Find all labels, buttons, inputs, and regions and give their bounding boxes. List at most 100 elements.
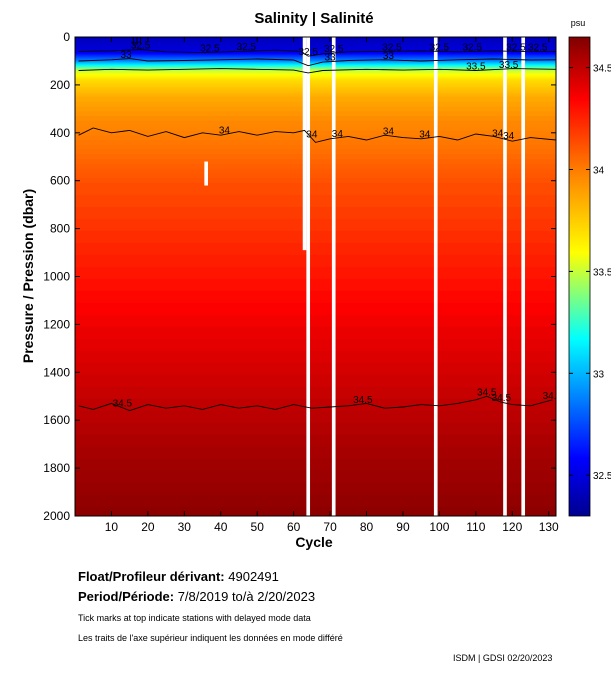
field-band [75,93,556,96]
contour-label-34: 34 [332,129,344,140]
field-band [75,338,556,352]
field-band [75,183,556,196]
contour-label-32.5: 32.5 [131,40,151,51]
contour-label-34.5: 34.5 [543,391,563,402]
colorbar-tick-label: 32.5 [593,471,611,482]
field-band [75,219,556,232]
field-band [75,90,556,93]
contour-label-33.5: 33.5 [499,60,519,71]
field-band [75,62,556,64]
x-tick-label: 130 [539,520,559,534]
missing-segment [302,37,307,251]
field-band [75,135,556,141]
contour-label-32.5: 32.5 [462,42,482,53]
contour-label-34: 34 [219,125,231,136]
contour-label-34: 34 [419,129,431,140]
field-band [75,195,556,208]
field-band [75,39,556,42]
field-band [75,111,556,117]
field-band [75,120,556,127]
field-band [75,66,556,69]
field-band [75,230,556,244]
field-band [75,362,556,376]
field-band [75,95,556,98]
contour-label-33: 33 [383,51,395,62]
field-band [75,125,556,132]
x-tick-label: 40 [214,520,228,534]
field-band [75,482,556,496]
field-band [75,254,556,268]
field-band [75,144,556,151]
period-start: 7/8/2019 [177,589,229,604]
missing-profile [503,37,507,516]
period-label: Period/Période: [78,589,175,604]
field-band [75,59,556,62]
field-band [75,168,556,175]
contour-label-33: 33 [325,53,337,64]
field-band [75,159,556,165]
field-band [75,470,556,484]
contour-label-32.5: 32.5 [528,42,548,53]
field-band [75,41,556,44]
y-tick-label: 800 [50,222,70,236]
contour-label-32.5: 32.5 [430,42,450,53]
field-band [75,87,556,90]
field-band [75,81,556,84]
field-band [75,446,556,460]
field-band [75,302,556,316]
x-tick-label: 80 [360,520,374,534]
field-band [75,52,556,55]
field-band [75,64,556,67]
field-band [75,75,556,78]
field-band [75,76,556,79]
field-band [75,350,556,364]
field-band [75,96,556,103]
y-axis-label: Pressure / Pression (dbar) [20,189,36,363]
credit: ISDM | GDSI 02/20/2023 [453,653,553,663]
field-band [75,242,556,256]
colorbar-axis: 32.5 33 33.5 34 34.5 [569,64,611,482]
field-band [75,54,556,57]
field-band [75,37,556,39]
field-band [75,45,556,48]
contour-line-32.5 [78,49,556,57]
field-band [75,458,556,472]
period-info: Period/Période: 7/8/2019 to/à 2/20/2023 [78,589,315,604]
delayed-mode-marks [132,37,142,45]
contour-label-32.5: 32.5 [298,47,318,58]
field-band [75,82,556,85]
field-band [75,60,556,63]
contour-label-33.5: 33.5 [466,62,486,73]
salinity-contours: 32.5 32.5 32.5 32.5 32.5 32.5 32.5 32.5 32.5 32.5… [78,40,563,412]
field-band [75,106,556,112]
y-tick-label: 200 [50,78,70,92]
field-band [75,94,556,97]
field-band [75,78,556,81]
field-band [75,116,556,122]
x-tick-label: 20 [141,520,155,534]
field-band [75,92,556,94]
float-label: Float/Profileur dérivant: [78,569,225,584]
field-band [75,290,556,304]
y-tick-label: 1200 [43,317,70,331]
field-band [75,494,556,508]
field-band [75,57,556,60]
field-band [75,47,556,50]
x-tick-label: 110 [466,520,485,534]
x-tick-label: 10 [105,520,119,534]
period-mid: to/à [231,589,254,604]
contour-label-34.5: 34.5 [477,387,497,398]
y-tick-label: 600 [50,174,70,188]
field-band [75,58,556,61]
field-band [75,42,556,45]
field-band [75,410,556,424]
colorbar-unit: psu [571,18,586,28]
x-tick-label: 90 [396,520,410,534]
field-band [75,72,556,75]
contour-label-32.5: 32.5 [237,42,257,53]
missing-segment [204,161,209,186]
x-axis: 10 20 30 40 50 60 70 80 90 100 110 120 130 [105,37,559,534]
colorbar-tick-label: 34 [593,165,605,176]
missing-data-gaps [204,37,526,516]
contour-label-34: 34 [383,127,395,138]
